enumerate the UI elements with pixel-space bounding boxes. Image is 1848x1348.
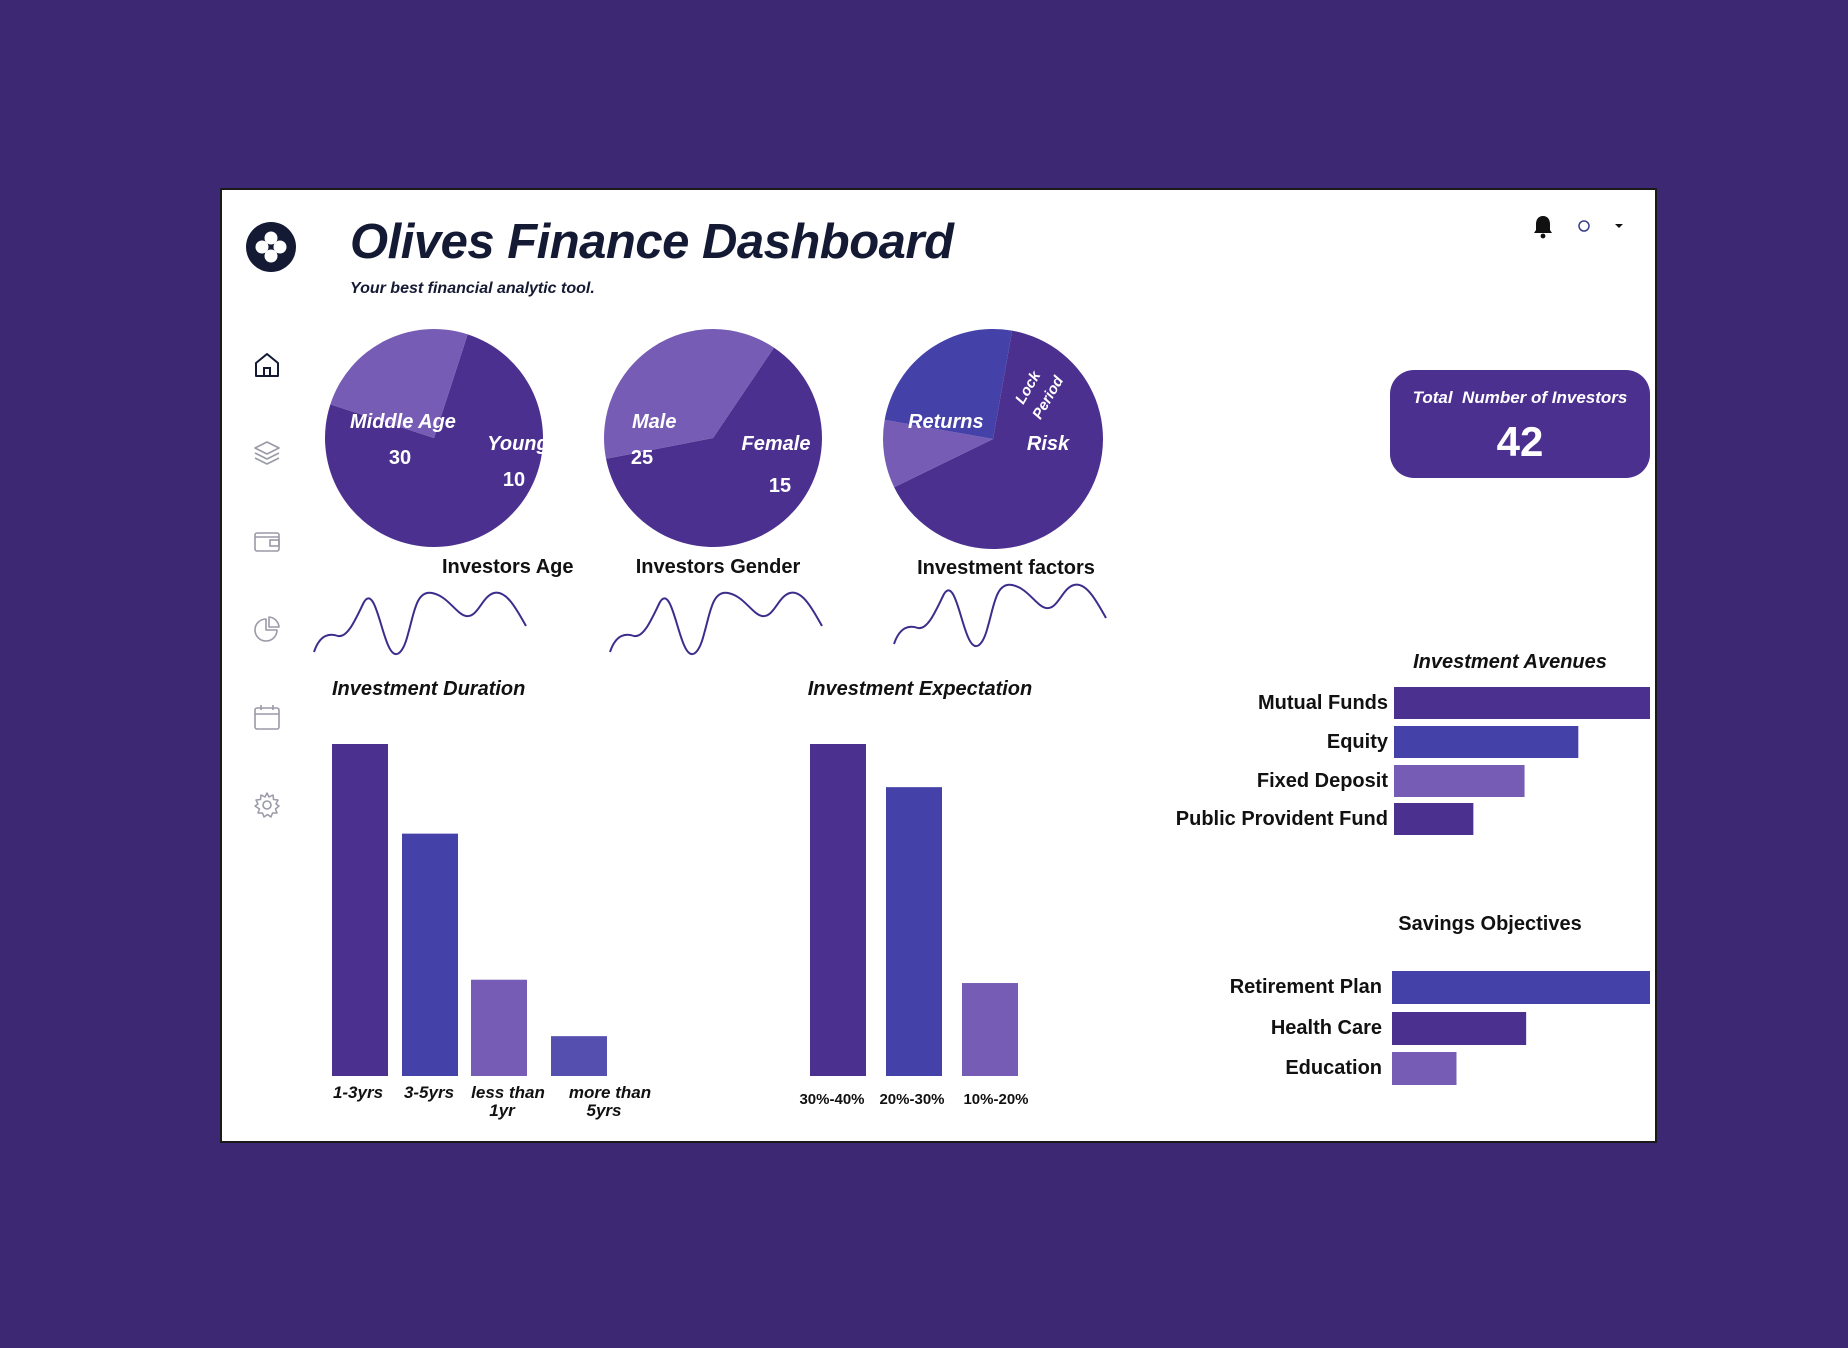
calendar-icon[interactable] [252, 702, 282, 732]
bar-label: Health Care [1271, 1017, 1382, 1039]
settings-icon[interactable] [252, 790, 282, 820]
gender-pie-slice [606, 347, 822, 547]
flower-logo[interactable] [246, 222, 296, 272]
gender-pie-slice [604, 329, 774, 459]
pie-label: Male [632, 411, 676, 433]
pie-value: 15 [769, 475, 791, 497]
chart-title: Savings Objectives [1398, 913, 1581, 935]
tick-label: 20%-30% [879, 1091, 944, 1108]
chart-title: Investment factors [917, 557, 1095, 579]
bar-label: Public Provident Fund [1176, 808, 1388, 830]
tick-label: 3-5yrs [404, 1083, 454, 1102]
age-pie-slice [325, 334, 543, 547]
home-icon[interactable] [252, 350, 282, 380]
wave-line [313, 591, 527, 656]
pie-chart-icon[interactable] [252, 614, 282, 644]
dashboard-panel: Olives Finance Dashboard Your best finan… [220, 188, 1657, 1143]
chart-title: Investment Duration [332, 678, 525, 700]
bar [402, 833, 458, 1076]
bar [962, 983, 1018, 1076]
tick-label: more than [569, 1083, 651, 1102]
bar [886, 787, 942, 1076]
pie-label: Risk [1027, 433, 1070, 455]
pie-label: Returns [908, 411, 984, 433]
tick-label: 10%-20% [963, 1091, 1028, 1108]
pie-label: Lock [1012, 368, 1045, 407]
decorative-waves [313, 583, 1107, 656]
tick-label: 5yrs [587, 1101, 622, 1120]
bar-label: Education [1285, 1057, 1382, 1079]
bar [1394, 687, 1650, 719]
wallet-icon[interactable] [252, 526, 282, 556]
bar [810, 744, 866, 1076]
bar [332, 744, 388, 1076]
bar [1394, 803, 1474, 835]
bar [471, 979, 527, 1076]
pie-value: 10 [503, 469, 525, 491]
factors-pie-slice [883, 419, 993, 488]
charts-canvas: Middle Age 30 Young 10 Investors Age Male 25 Fe… [313, 329, 1650, 1120]
bell-icon[interactable] [1532, 214, 1554, 240]
bar [1394, 726, 1579, 758]
pie-label: Middle Age [350, 411, 456, 433]
chart-title: Investment Expectation [808, 678, 1033, 700]
bar-label: Fixed Deposit [1257, 770, 1388, 792]
page-subtitle: Your best financial analytic tool. [350, 280, 595, 297]
pie-label: Female [742, 433, 811, 455]
kpi-value: 42 [1496, 418, 1544, 465]
wave-line [609, 591, 823, 656]
tick-label: less than [471, 1083, 545, 1102]
bar-label: Equity [1327, 731, 1389, 753]
chart-title: Investment Avenues [1413, 651, 1607, 673]
kpi-label: Total Number of Investors [1412, 388, 1628, 407]
bar [1392, 1012, 1527, 1045]
factors-pie-slice [894, 330, 1103, 549]
bar [1394, 765, 1525, 797]
page-title: Olives Finance Dashboard [350, 215, 954, 269]
flower-icon [255, 231, 287, 263]
chart-title: Investors Age [442, 556, 574, 578]
pie-label: Young [487, 433, 548, 455]
pie-label: Period [1029, 373, 1067, 423]
layers-icon[interactable] [252, 438, 282, 468]
caret-down-icon[interactable] [1614, 223, 1624, 229]
bar [551, 1036, 607, 1076]
tick-label: 30%-40% [799, 1091, 864, 1108]
bar [1392, 971, 1650, 1004]
bar-label: Mutual Funds [1258, 692, 1388, 714]
bar [1392, 1052, 1457, 1085]
tick-label: 1-3yrs [333, 1083, 383, 1102]
factors-pie-slice [884, 329, 1013, 439]
pie-value: 25 [631, 447, 653, 469]
user-status-icon[interactable] [1576, 218, 1592, 234]
pie-value: 30 [389, 447, 411, 469]
tick-label: 1yr [489, 1101, 516, 1120]
chart-title: Investors Gender [636, 556, 801, 578]
bar-label: Retirement Plan [1230, 976, 1382, 998]
total-investors-card: Total Number of Investors 42 [1390, 370, 1650, 478]
age-pie-slice [330, 329, 468, 438]
wave-line [893, 583, 1107, 648]
